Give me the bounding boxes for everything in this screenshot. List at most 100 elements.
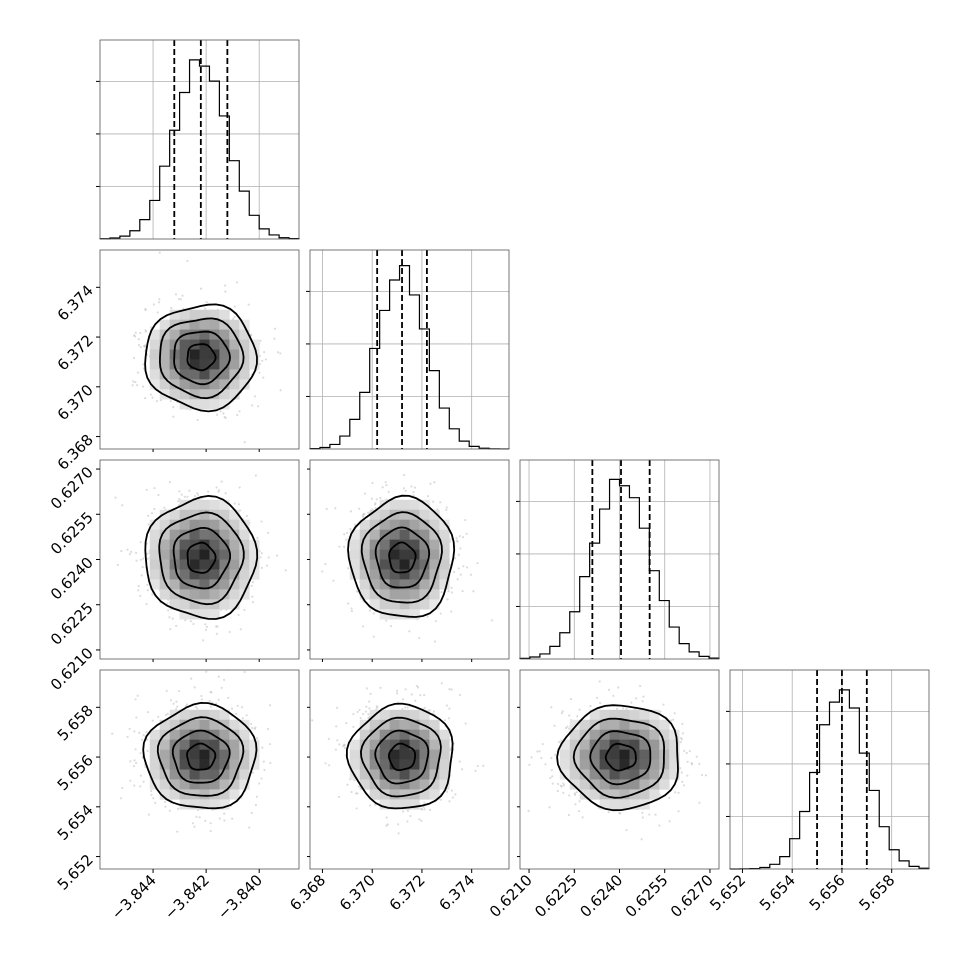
density-cell [209, 599, 220, 610]
density-cell [219, 599, 230, 610]
density-cell [369, 739, 380, 750]
scatter-point [336, 706, 339, 709]
scatter-point [146, 749, 149, 752]
density-cell [409, 709, 420, 721]
scatter-point [145, 730, 148, 734]
density-cell [379, 759, 390, 770]
density-cell [199, 399, 210, 410]
scatter-point [216, 625, 219, 628]
scatter-point [683, 749, 686, 753]
scatter-point [200, 698, 204, 701]
scatter-point [186, 703, 189, 706]
scatter-point [146, 589, 149, 592]
scatter-point [402, 810, 405, 813]
density-cell [199, 789, 210, 800]
contour-level-3 [360, 511, 443, 604]
scatter-point [146, 557, 149, 560]
scatter-point [209, 690, 212, 694]
scatter-point [135, 761, 138, 765]
scatter-point [561, 710, 564, 713]
scatter-point [141, 385, 145, 388]
density-cell [439, 779, 450, 790]
density-cell [179, 379, 190, 390]
scatter-point [205, 625, 208, 629]
density-cell [179, 759, 190, 770]
density-cell [229, 369, 240, 380]
scatter-point [354, 792, 358, 795]
density-cell [179, 369, 190, 380]
density-cell [229, 559, 240, 570]
scatter-point [528, 763, 531, 766]
scatter-point [357, 785, 361, 788]
density-cell [209, 769, 220, 780]
panel-frame [729, 669, 930, 870]
density-cell [429, 719, 440, 730]
density-cell [439, 579, 450, 590]
density-cell [219, 329, 230, 340]
density-cell [179, 589, 190, 600]
scatter-point [581, 816, 584, 819]
density-cell [579, 789, 590, 800]
density-cell [559, 739, 571, 750]
scatter-point [151, 396, 154, 399]
density-cell [169, 729, 180, 740]
scatter-point [345, 722, 348, 725]
density-cell [179, 569, 190, 580]
density-cell [199, 509, 210, 520]
scatter-point [384, 481, 387, 484]
density-cell [649, 729, 660, 740]
scatter-point [250, 722, 253, 726]
scatter-point [690, 763, 694, 766]
density-cell [379, 799, 390, 810]
scatter-point [426, 615, 429, 618]
density-cell [229, 339, 240, 350]
scatter-point [150, 512, 154, 515]
y-tick-label: 6.374 [54, 281, 97, 324]
density-cell [169, 569, 180, 580]
scatter-point [178, 497, 181, 501]
density-cell [149, 369, 160, 380]
density-cell [399, 779, 410, 790]
density-cell [159, 759, 170, 770]
density-cell [399, 559, 410, 570]
scatter-point [381, 486, 384, 489]
density-cell [369, 599, 380, 610]
scatter-point [209, 705, 213, 708]
scatter-point [233, 315, 236, 319]
scatter-point [223, 415, 226, 419]
scatter-point [251, 726, 254, 730]
scatter-point [220, 480, 223, 483]
density-cell [229, 749, 240, 760]
density-cell [599, 749, 610, 760]
scatter-point [448, 707, 451, 710]
density-cell [429, 599, 440, 610]
scatter-point [625, 829, 628, 832]
scatter-point [456, 578, 459, 581]
scatter-point [429, 482, 432, 485]
scatter-point [387, 490, 390, 493]
density-cell [379, 779, 390, 790]
scatter-point [568, 714, 571, 717]
density-cell [189, 519, 200, 530]
scatter-point [680, 738, 683, 741]
density-cell [349, 539, 361, 550]
density-cell [399, 719, 410, 730]
scatter-point [192, 622, 195, 626]
contour-level-1 [186, 343, 217, 372]
density-cell [239, 589, 250, 600]
density-cell [199, 559, 210, 570]
density-cell [209, 369, 220, 380]
scatter-point [132, 380, 135, 383]
density-cell [189, 749, 200, 760]
scatter-point [334, 748, 337, 751]
density-cell [229, 769, 240, 780]
density-cell [219, 579, 230, 590]
scatter-point [170, 306, 173, 310]
scatter-point [418, 636, 421, 640]
density-cell [249, 739, 260, 750]
density-cell [639, 779, 650, 790]
scatter-point [164, 805, 167, 808]
x-tick-label: 5.652 [706, 871, 749, 914]
scatter-point [132, 356, 136, 360]
density-cell [379, 739, 390, 750]
